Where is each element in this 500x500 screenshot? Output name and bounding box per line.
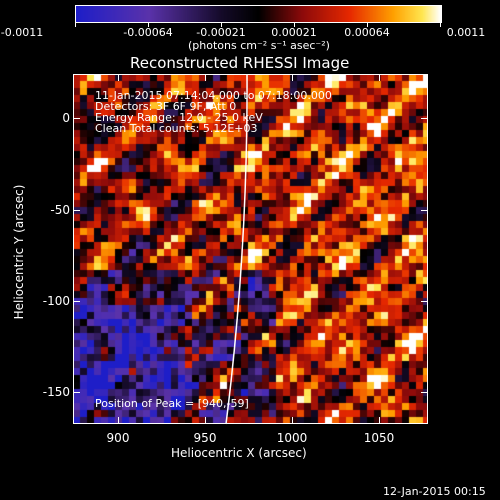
colorbar [75, 5, 442, 23]
colorbar-tick-label: -0.00064 [123, 26, 173, 39]
info-line: 11-Jan-2015 07:14:04.000 to 07:18:00.000 [95, 89, 332, 102]
y-tick-label: 0 [62, 111, 70, 125]
info-line: Energy Range: 12.0 - 25.0 keV [95, 111, 263, 124]
info-block: 11-Jan-2015 07:14:04.000 to 07:18:00.000… [95, 89, 332, 135]
colorbar-tick-label: -0.0011 [0, 26, 44, 39]
colorbar-tick-label: -0.00021 [196, 26, 246, 39]
colorbar-unit-label: (photons cm⁻² s⁻¹ asec⁻²) [188, 39, 330, 52]
y-tick-label: -50 [50, 203, 70, 217]
info-line: Detectors: 3F 6F 9F, Att 0 [95, 100, 237, 113]
peak-position-label: Position of Peak = [940,-59] [95, 397, 249, 410]
y-tick-label: -150 [42, 385, 70, 399]
reconstructed-image [73, 74, 428, 424]
info-line: Clean Total counts: 5.12E+03 [95, 122, 258, 135]
x-axis-label: Heliocentric X (arcsec) [171, 446, 307, 460]
x-tick-label: 1000 [276, 431, 308, 445]
colorbar-tick-label: 0.00064 [344, 26, 390, 39]
solar-limb [225, 73, 248, 425]
plot-title: Reconstructed RHESSI Image [130, 54, 350, 72]
y-tick-label: -100 [42, 294, 70, 308]
x-tick-label: 1050 [363, 431, 395, 445]
footer-timestamp: 12-Jan-2015 00:15 [383, 485, 486, 498]
colorbar-tick-label: 0.0011 [446, 26, 486, 39]
x-tick-label: 950 [193, 431, 217, 445]
colorbar-tick-label: 0.00021 [271, 26, 317, 39]
y-axis-label: Heliocentric Y (arcsec) [12, 184, 26, 320]
x-tick-label: 900 [106, 431, 130, 445]
